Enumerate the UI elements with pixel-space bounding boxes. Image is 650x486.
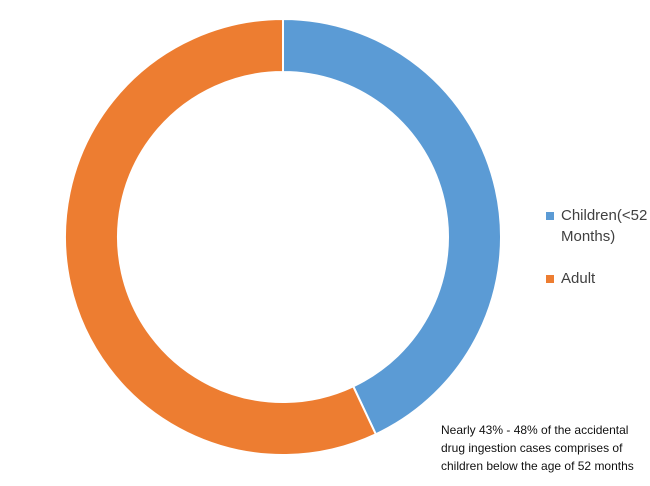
slice (64, 17, 378, 456)
legend-item: Children(<52 Months) (546, 205, 648, 247)
legend-item: Adult (546, 268, 646, 289)
slice (282, 17, 502, 436)
legend-label: Adult (561, 270, 596, 287)
legend-swatch (546, 275, 554, 283)
legend-swatch (546, 212, 554, 220)
legend-label: Children(<52 Months) (561, 207, 648, 245)
annotation: Nearly 43% - 48% of the accidental drug … (441, 423, 634, 473)
